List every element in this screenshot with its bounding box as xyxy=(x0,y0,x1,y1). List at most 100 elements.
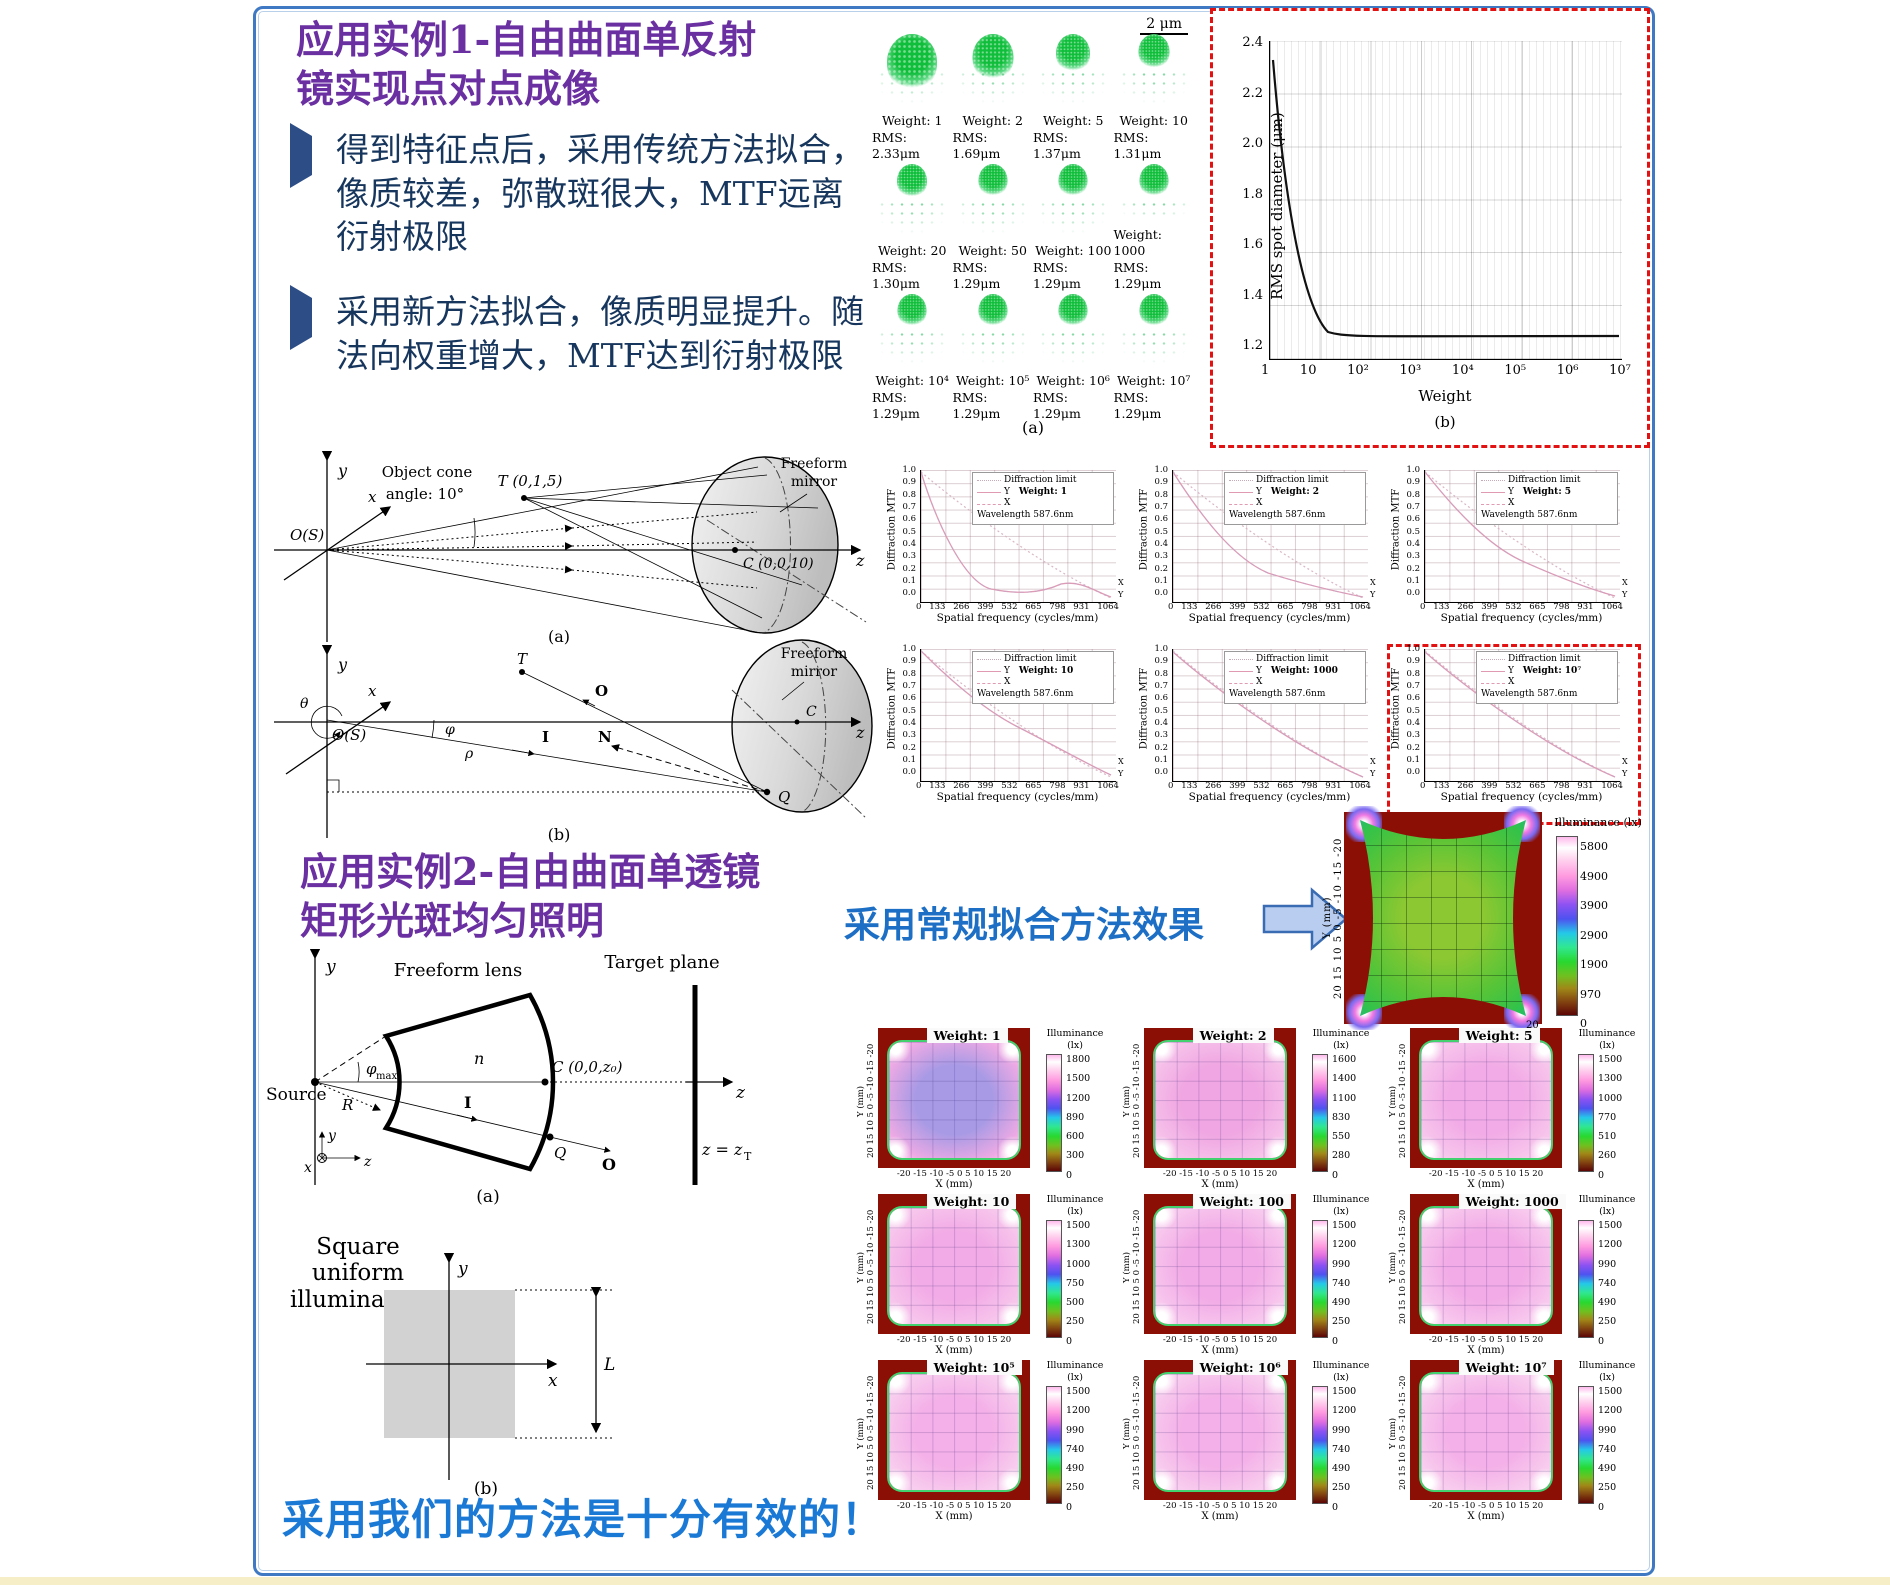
mtf-y-axis-label: Diffraction MTF xyxy=(1390,667,1402,750)
mtf-legend: Diffraction limit Y Weight: 5 X Waveleng… xyxy=(1476,472,1618,525)
origin-label: O(S) xyxy=(332,726,366,744)
axis-y-label: y xyxy=(337,461,348,480)
spot-weight-label: Weight: 2 xyxy=(962,113,1023,129)
illum-y-ticks: 20 15 10 5 0 -5 -10 -15 -20 xyxy=(866,1043,876,1159)
illum-plot: Weight: 1 xyxy=(878,1028,1030,1168)
illuminance-cell: Y (mm) 20 15 10 5 0 -5 -10 -15 -20 Weigh… xyxy=(1388,1194,1654,1360)
lens-caption: (a) xyxy=(476,1187,499,1207)
spot-pattern xyxy=(873,292,951,374)
illum-x-ticks: -20 -15 -10 -5 0 5 10 15 20 xyxy=(1428,1335,1544,1345)
mtf-x-ticks: 0 133 266 399 532 665 798 931 1064 xyxy=(1168,781,1371,791)
illuminance-grid: Y (mm) 20 15 10 5 0 -5 -10 -15 -20 Weigh… xyxy=(856,1028,1654,1526)
illum-colorbar-ticks: 1500 1200 990 740 490 250 0 xyxy=(1598,1386,1623,1513)
spot-cell: Weight: 1 RMS: 2.33μm xyxy=(872,32,953,162)
method-label: 采用常规拟合方法效果 xyxy=(844,904,1205,946)
spot-caption: (a) xyxy=(1021,418,1045,437)
illum-colorbar-title: Illuminance (lx) xyxy=(1046,1194,1104,1217)
spot-cell: Weight: 10⁷ RMS: 1.29μm xyxy=(1114,292,1195,422)
mtf-y-ticks: 1.0 0.9 0.8 0.7 0.6 0.5 0.4 0.3 0.2 0.1 0.0 xyxy=(902,465,916,599)
spot-weight-label: Weight: 10 xyxy=(1119,113,1188,129)
illum-plot: Weight: 100 xyxy=(1144,1194,1296,1334)
bigmap-x-tick: 20 xyxy=(1526,1020,1539,1031)
axis-x-label: x xyxy=(368,682,377,700)
bigmap-colorbar-title: Illuminance (lx) xyxy=(1554,816,1642,829)
illum-colorbar xyxy=(1312,1054,1328,1172)
section1-title: 应用实例1-自由曲面单反射 镜实现点对点成像 xyxy=(296,17,757,111)
spot-rms-label: RMS: 1.29μm xyxy=(1113,389,1162,421)
illum-weight-label: Weight: 2 xyxy=(1192,1028,1274,1043)
mtf-x-axis-label: Spatial frequency (cycles/mm) xyxy=(1440,612,1603,624)
square-caption: (b) xyxy=(474,1479,498,1499)
illum-plot: Weight: 10⁷ xyxy=(1410,1360,1562,1500)
mtf-x-ticks: 0 133 266 399 532 665 798 931 1064 xyxy=(1420,781,1623,791)
vector-o-label: O xyxy=(595,682,608,700)
bigmap-y-axis-label: Y (mm) xyxy=(1322,896,1333,940)
spot-pattern xyxy=(1115,162,1193,227)
axis-x-label: x xyxy=(368,488,377,506)
mtf-plot-area: Diffraction limit Y Weight: 10 X Wavelen… xyxy=(920,649,1116,782)
spot-weight-label: Weight: 20 xyxy=(878,243,947,259)
bullet-arrow-icon xyxy=(290,285,336,377)
illum-colorbar-ticks: 1500 1200 990 740 490 250 0 xyxy=(1066,1386,1091,1513)
spot-cell: Weight: 2 RMS: 1.69μm xyxy=(953,32,1034,162)
spot-pattern xyxy=(954,292,1032,374)
spot-weight-label: Weight: 1000 xyxy=(1113,227,1163,259)
bullet-1-text: 得到特征点后，采用传统方法拟合，像质较差，弥散斑很大，MTF远离衍射极限 xyxy=(336,130,864,257)
spot-cell: Weight: 10⁶ RMS: 1.29μm xyxy=(1033,292,1114,422)
rho-label: ρ xyxy=(464,746,474,762)
mtf-weight-label: Weight: 1 xyxy=(1018,486,1068,497)
illuminance-cell: Y (mm) 20 15 10 5 0 -5 -10 -15 -20 Weigh… xyxy=(1388,1028,1654,1194)
spot-cell: Weight: 100 RMS: 1.29μm xyxy=(1033,162,1114,292)
spot-rms-label: RMS: 1.29μm xyxy=(1113,259,1162,291)
svg-text:T: T xyxy=(744,1150,752,1163)
spot-pattern xyxy=(954,162,1032,244)
mtf-y-axis-label: Diffraction MTF xyxy=(886,488,898,571)
illum-weight-label: Weight: 10⁶ xyxy=(1192,1360,1288,1375)
illuminance-cell: Y (mm) 20 15 10 5 0 -5 -10 -15 -20 Weigh… xyxy=(1122,1194,1388,1360)
rms-x-axis-label: Weight xyxy=(1418,387,1472,405)
spot-pattern xyxy=(1034,32,1112,114)
z-equals-zt-label: z = z xyxy=(701,1140,743,1159)
svg-text:max: max xyxy=(376,1071,397,1082)
axis-y-label: y xyxy=(457,1259,468,1279)
illum-colorbar-ticks: 1500 1300 1000 750 500 250 0 xyxy=(1066,1220,1091,1347)
mtf-legend: Diffraction limit Y Weight: 10⁷ X Wavele… xyxy=(1476,651,1618,704)
lens-diagram: y Freeform lens Target plane Source φ ma… xyxy=(266,948,752,1207)
theta-label: θ xyxy=(300,696,309,712)
spot-cell: Weight: 20 RMS: 1.30μm xyxy=(872,162,953,292)
spot-weight-label: Weight: 1 xyxy=(882,113,943,129)
illum-plot: Weight: 10⁵ xyxy=(878,1360,1030,1500)
illum-weight-label: Weight: 100 xyxy=(1192,1194,1292,1209)
rms-caption: (b) xyxy=(1434,413,1456,431)
mtf-weight-label: Weight: 5 xyxy=(1522,486,1572,497)
illum-colorbar xyxy=(1578,1386,1594,1504)
illum-y-ticks: 20 15 10 5 0 -5 -10 -15 -20 xyxy=(866,1209,876,1325)
diagram-a-caption: (a) xyxy=(548,627,570,646)
illum-colorbar-title: Illuminance (lx) xyxy=(1578,1194,1636,1217)
point-c-label: C (0,0,z₀) xyxy=(552,1058,623,1076)
scale-bar: 2 μm xyxy=(1140,16,1188,35)
spot-rms-label: RMS: 1.37μm xyxy=(1033,129,1081,161)
illum-weight-label: Weight: 10⁵ xyxy=(926,1360,1022,1375)
spot-weight-label: Weight: 5 xyxy=(1043,113,1104,129)
illum-y-axis-label: Y (mm) xyxy=(856,1417,866,1449)
spot-pattern xyxy=(1115,32,1193,114)
illum-x-ticks: -20 -15 -10 -5 0 5 10 15 20 xyxy=(896,1501,1012,1511)
mtf-x-axis-label: Spatial frequency (cycles/mm) xyxy=(936,612,1099,624)
illum-colorbar xyxy=(1312,1220,1328,1338)
mtf-plot-cell: Diffraction MTF 1.0 0.9 0.8 0.7 0.6 0.5 0.4 0… xyxy=(886,465,1124,624)
bigmap-colorbar xyxy=(1556,836,1578,1016)
illum-plot: Weight: 10 xyxy=(878,1194,1030,1334)
illum-x-ticks: -20 -15 -10 -5 0 5 10 15 20 xyxy=(1428,1169,1544,1179)
spot-pattern xyxy=(873,162,951,244)
mtf-x-ticks: 0 133 266 399 532 665 798 931 1064 xyxy=(916,602,1119,612)
target-plane-label: Target plane xyxy=(604,952,719,973)
illum-plot: Weight: 2 xyxy=(1144,1028,1296,1168)
svg-text:x: x xyxy=(304,1160,312,1176)
conclusion-text: 采用我们的方法是十分有效的！ xyxy=(282,1495,885,1544)
illum-plot: Weight: 5 xyxy=(1410,1028,1562,1168)
spot-weight-label: Weight: 10⁶ xyxy=(1036,373,1110,389)
illum-x-axis-label: X (mm) xyxy=(1467,1511,1505,1522)
spot-grid: Weight: 1 RMS: 2.33μm Weight: 2 RMS: 1.6… xyxy=(872,32,1194,422)
